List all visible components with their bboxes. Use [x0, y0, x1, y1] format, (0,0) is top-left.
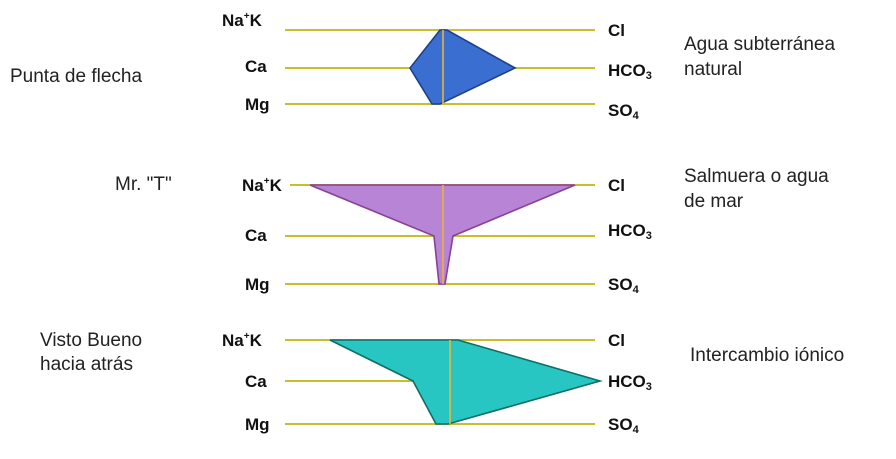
cation-label-mg: Mg	[245, 275, 270, 294]
cation-label-na-k: Na+K	[242, 176, 283, 195]
anion-label-cl: Cl	[608, 331, 625, 350]
anion-label-cl: Cl	[608, 21, 625, 40]
cation-label-na-k: Na+K	[222, 11, 263, 30]
cation-label-ca: Ca	[245, 57, 267, 76]
anion-label-hco3: HCO3	[608, 372, 652, 393]
anion-label-so4: SO4	[608, 415, 640, 436]
cation-label-mg: Mg	[245, 415, 270, 434]
left-label: Punta de flecha	[10, 66, 142, 87]
cation-label-ca: Ca	[245, 226, 267, 245]
cation-label-ca: Ca	[245, 372, 267, 391]
anion-label-so4: SO4	[608, 275, 640, 296]
right-label: Intercambio iónico	[690, 345, 844, 366]
anion-label-hco3: HCO3	[608, 221, 652, 242]
arrowhead-polygon	[409, 29, 517, 105]
right-label: Agua subterránea natural	[684, 34, 840, 80]
left-label: Mr. "T"	[115, 174, 172, 195]
cation-label-na-k: Na+K	[222, 331, 263, 350]
check-mark-polygon	[329, 339, 603, 425]
stiff-diagram-2: Na+K Ca Mg Cl HCO3 SO4 Mr. "T" Salmuera …	[115, 166, 834, 296]
stiff-diagram-1: Na+K Ca Mg Cl HCO3 SO4 Punta de flecha A…	[10, 11, 840, 122]
anion-label-so4: SO4	[608, 101, 640, 122]
cation-label-mg: Mg	[245, 95, 270, 114]
left-label: Visto Bueno hacia atrás	[40, 330, 147, 375]
anion-label-cl: Cl	[608, 176, 625, 195]
right-label: Salmuera o agua de mar	[684, 166, 834, 212]
stiff-diagram-3: Na+K Ca Mg Cl HCO3 SO4 Visto Bueno hacia…	[40, 330, 844, 436]
anion-label-hco3: HCO3	[608, 61, 652, 82]
